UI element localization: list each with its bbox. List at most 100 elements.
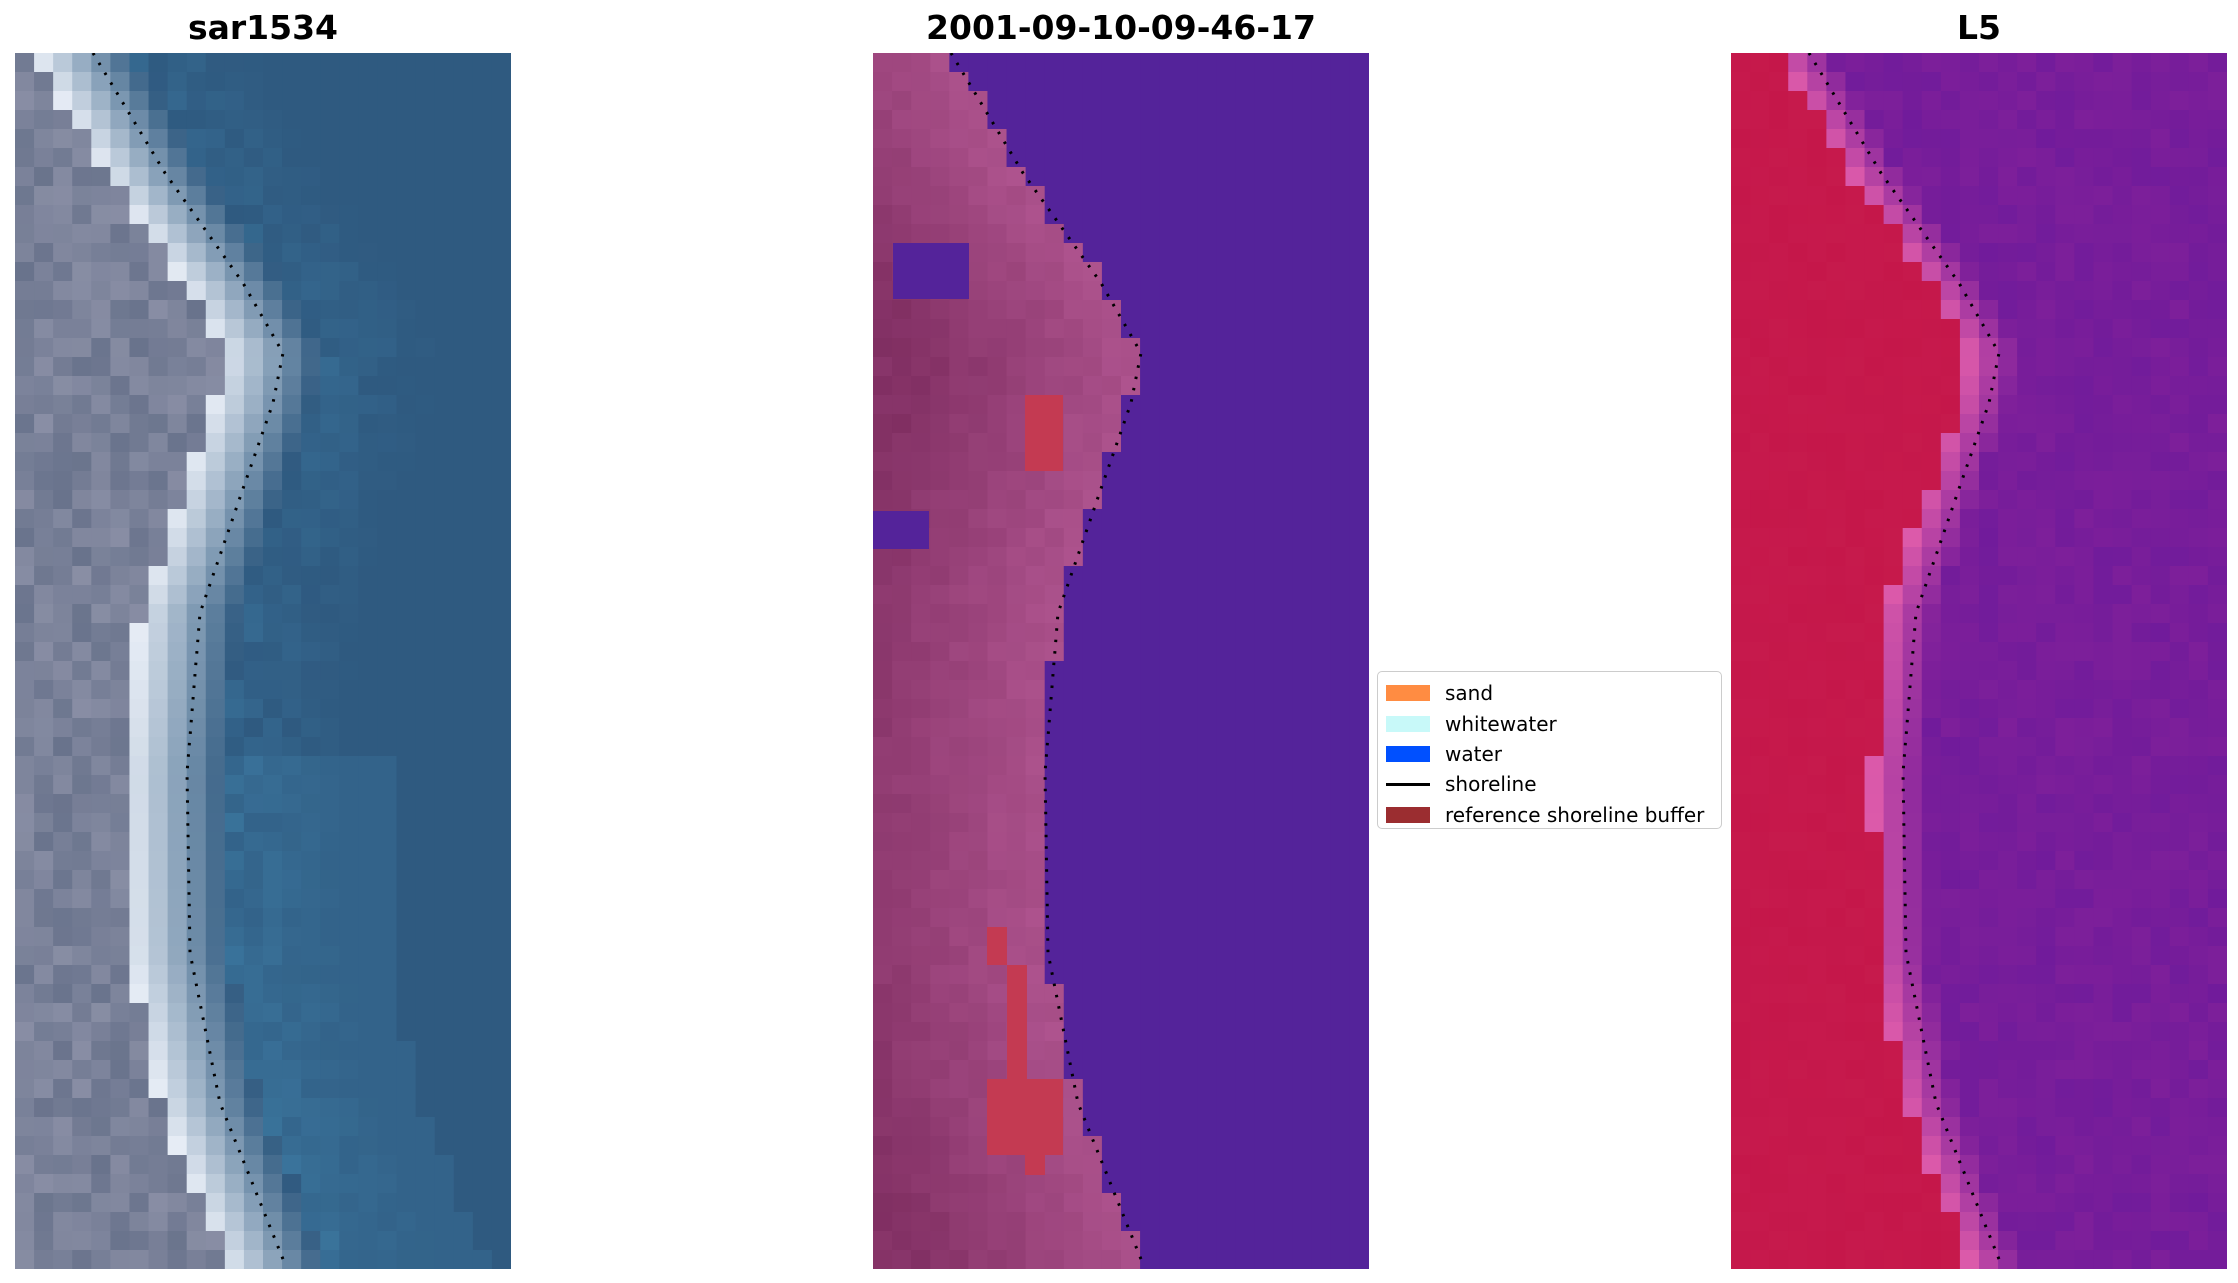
pixel <box>1178 1155 1198 1175</box>
pixel <box>2112 1193 2133 1213</box>
pixel <box>1292 965 1313 985</box>
pixel <box>1178 167 1198 187</box>
pixel <box>129 357 150 377</box>
pixel <box>1311 91 1332 111</box>
pixel <box>1311 1098 1332 1118</box>
pixel <box>1330 1041 1351 1061</box>
pixel <box>930 72 950 92</box>
pixel <box>91 243 111 263</box>
pixel <box>491 148 511 168</box>
pixel <box>129 813 150 833</box>
pixel <box>1273 718 1294 738</box>
pixel <box>873 756 893 776</box>
pixel <box>148 338 169 358</box>
pixel <box>1731 528 1751 548</box>
pixel <box>1330 1079 1351 1099</box>
pixel <box>1121 1193 1141 1213</box>
pixel <box>2112 737 2133 757</box>
pixel <box>377 148 398 168</box>
pixel <box>72 414 92 434</box>
pixel <box>2074 566 2095 586</box>
pixel <box>2207 262 2227 282</box>
pixel <box>1769 471 1789 491</box>
pixel <box>186 1231 207 1251</box>
pixel <box>1750 72 1770 92</box>
pixel <box>1101 224 1122 244</box>
pixel <box>1063 357 1084 377</box>
pixel <box>1159 53 1179 73</box>
pixel <box>91 1193 111 1213</box>
pixel <box>224 243 245 263</box>
pixel <box>224 1098 245 1118</box>
pixel <box>1826 699 1847 719</box>
pixel <box>1826 889 1847 909</box>
pixel <box>987 357 1008 377</box>
pixel <box>1921 642 1942 662</box>
pixel <box>968 1117 989 1137</box>
pixel <box>1883 1155 1904 1175</box>
pixel <box>1178 1060 1198 1080</box>
pixel <box>1159 338 1179 358</box>
pixel <box>243 775 264 795</box>
pixel <box>167 509 188 529</box>
pixel <box>243 680 264 700</box>
pixel <box>911 1250 931 1269</box>
pixel <box>2074 91 2095 111</box>
pixel <box>1959 338 1980 358</box>
pixel <box>2207 851 2227 871</box>
pixel <box>1769 566 1789 586</box>
pixel <box>1311 357 1332 377</box>
pixel <box>2055 262 2075 282</box>
pixel <box>358 300 379 320</box>
pixel <box>34 281 54 301</box>
pixel <box>1807 224 1827 244</box>
pixel <box>1769 414 1789 434</box>
pixel <box>301 148 321 168</box>
pixel <box>1082 927 1103 947</box>
pixel <box>434 585 455 605</box>
pixel <box>472 357 493 377</box>
pixel <box>453 889 474 909</box>
pixel <box>1311 205 1332 225</box>
pixel <box>1788 718 1808 738</box>
pixel <box>1254 1174 1275 1194</box>
pixel <box>243 908 264 928</box>
pixel <box>2093 1098 2114 1118</box>
pixel <box>2055 490 2075 510</box>
pixel <box>2017 832 2037 852</box>
pixel <box>2017 338 2037 358</box>
pixel <box>2169 72 2190 92</box>
pixel <box>2131 604 2152 624</box>
pixel <box>34 661 54 681</box>
pixel <box>243 338 264 358</box>
pixel <box>491 224 511 244</box>
pixel <box>911 661 931 681</box>
pixel <box>320 129 340 149</box>
pixel <box>205 281 226 301</box>
pixel <box>186 623 207 643</box>
pixel <box>1121 718 1141 738</box>
pixel <box>358 72 379 92</box>
pixel <box>320 1041 340 1061</box>
pixel <box>1750 775 1770 795</box>
pixel <box>1101 984 1122 1004</box>
pixel <box>2055 1193 2075 1213</box>
pixel <box>434 509 455 529</box>
pixel <box>1025 509 1046 529</box>
pixel <box>1292 53 1313 73</box>
pixel <box>2169 889 2190 909</box>
pixel <box>377 1079 398 1099</box>
pixel <box>358 832 379 852</box>
pixel <box>930 1136 950 1156</box>
pixel <box>1826 167 1847 187</box>
pixel <box>1216 1250 1237 1269</box>
pixel <box>911 414 931 434</box>
pixel <box>1979 262 1999 282</box>
pixel <box>434 53 455 73</box>
pixel <box>2036 376 2056 396</box>
pixel <box>377 281 398 301</box>
pixel <box>2169 813 2190 833</box>
pixel <box>2207 1060 2227 1080</box>
pixel <box>1273 338 1294 358</box>
pixel <box>1140 908 1160 928</box>
